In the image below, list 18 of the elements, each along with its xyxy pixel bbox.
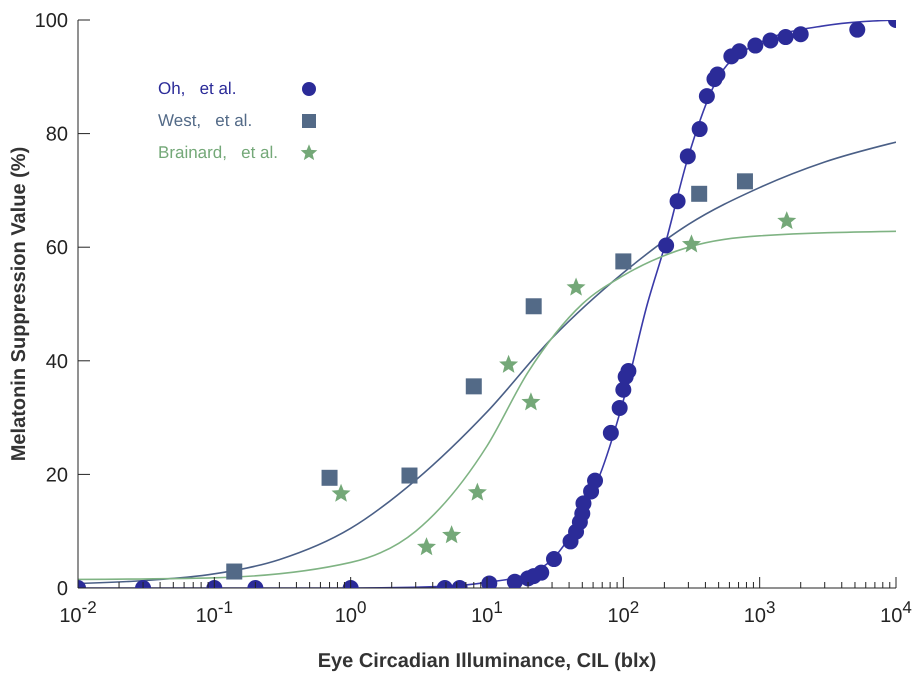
x-tick-label: 10$^{-1}$ [196,598,234,627]
y-tick-label: 20 [46,464,68,486]
y-tick-label: 100 [34,10,68,32]
text: Oh, et al. [158,79,238,99]
x-axis-title: Eye Circadian Illuminance, CIL (blx) [318,650,656,672]
legend-label: Brainard, et al. [158,143,278,163]
x-tick-label: 10$^{3}$ [744,598,776,627]
x-tick-label: 10$^{4}$ [880,598,912,627]
y-axis-title: Melatonin Suppression Value (%) [8,146,30,462]
x-tick-label: 10$^{0}$ [334,598,367,627]
text: West, et al. [158,111,254,131]
y-tick-label: 60 [46,237,68,260]
x-tick-label: 10$^{1}$ [471,598,503,627]
y-tick-label: 40 [46,350,68,373]
x-tick-label: 10$^{2}$ [607,598,640,627]
y-tick-label: 80 [46,124,68,146]
y-tick-label: 0 [56,578,68,600]
x-tick-label: 10$^{-2}$ [59,598,97,627]
